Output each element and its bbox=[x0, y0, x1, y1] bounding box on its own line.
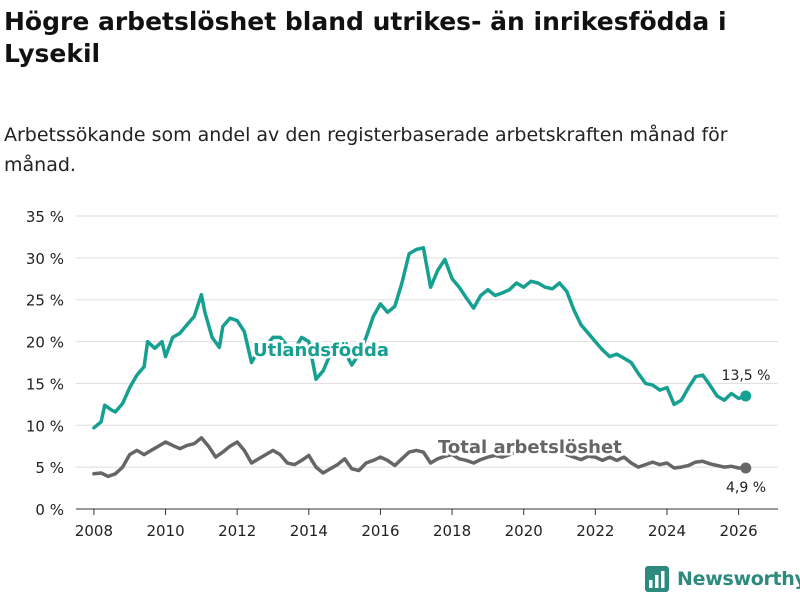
x-tick-label: 2018 bbox=[433, 522, 471, 540]
chart-title: Högre arbetslöshet bland utrikes- än inr… bbox=[4, 7, 727, 68]
y-tick-label: 0 % bbox=[35, 501, 64, 519]
y-tick-label: 10 % bbox=[26, 417, 64, 435]
x-tick-label: 2016 bbox=[361, 522, 399, 540]
y-tick-label: 30 % bbox=[26, 250, 64, 268]
end-point-total bbox=[740, 462, 752, 474]
chart-subtitle: Arbetssökande som andel av den registerb… bbox=[4, 124, 728, 176]
x-tick-label: 2010 bbox=[146, 522, 184, 540]
series-line-utlandsfodda bbox=[92, 246, 748, 430]
y-tick-label: 35 % bbox=[26, 208, 64, 226]
y-tick-label: 15 % bbox=[26, 375, 64, 393]
x-tick-label: 2014 bbox=[290, 522, 328, 540]
brand-name: Newsworthy bbox=[677, 568, 800, 590]
end-label-total: 4,9 % bbox=[726, 480, 766, 496]
bar-chart-logo-icon bbox=[645, 566, 669, 592]
series-label-total: Total arbetslöshet bbox=[438, 437, 622, 458]
x-tick-label: 2008 bbox=[75, 522, 113, 540]
series-line-total bbox=[92, 436, 748, 479]
x-tick-label: 2012 bbox=[218, 522, 256, 540]
newsworthy-logo: Newsworthy bbox=[645, 566, 800, 592]
y-tick-label: 25 % bbox=[26, 292, 64, 310]
x-tick-label: 2022 bbox=[576, 522, 614, 540]
y-tick-label: 20 % bbox=[26, 334, 64, 352]
end-point-utlandsfodda bbox=[740, 390, 752, 402]
x-tick-label: 2026 bbox=[720, 522, 758, 540]
x-tick-label: 2024 bbox=[648, 522, 686, 540]
series-label-utlandsfodda: Utlandsfödda bbox=[253, 340, 389, 361]
end-label-utlandsfodda: 13,5 % bbox=[722, 368, 771, 384]
x-tick-label: 2020 bbox=[505, 522, 543, 540]
y-tick-label: 5 % bbox=[35, 459, 64, 477]
